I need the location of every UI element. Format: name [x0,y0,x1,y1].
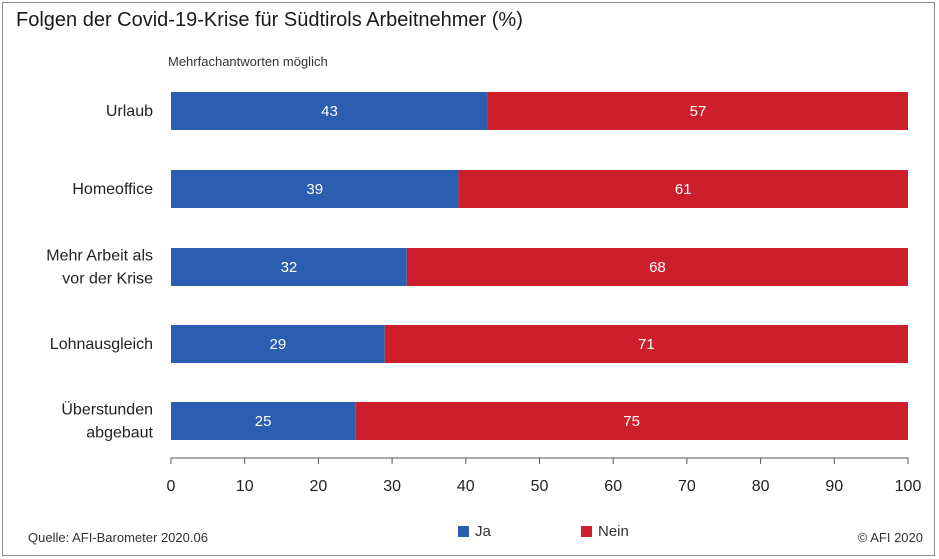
category-label-2-1: vor der Krise [62,271,153,288]
category-label-1-0: Homeoffice [72,181,153,198]
x-tick-label-2: 20 [310,478,328,495]
bar-nein-1 [458,170,908,208]
data-label-ja-4: 25 [255,413,272,430]
bar-ja-0 [171,92,488,130]
legend-label-ja: Ja [475,523,491,540]
category-label-4-0: Überstunden [61,401,153,419]
x-tick-label-5: 50 [531,478,549,495]
data-label-nein-4: 75 [623,413,640,430]
chart-title: Folgen der Covid-19-Krise für Südtirols … [16,9,523,31]
bar-ja-4 [171,402,356,440]
data-label-nein-1: 61 [675,181,692,198]
data-label-nein-3: 71 [638,336,655,353]
x-tick-label-7: 70 [678,478,696,495]
category-label-2-0: Mehr Arbeit als [46,248,153,265]
data-label-ja-3: 29 [270,336,287,353]
data-label-ja-0: 43 [321,103,338,120]
bar-nein-2 [406,248,908,286]
chart-subtitle: Mehrfachantworten möglich [168,54,328,69]
x-tick-label-6: 60 [604,478,622,495]
x-tick-label-10: 100 [895,478,922,495]
category-label-0-0: Urlaub [106,103,153,120]
bar-nein-4 [355,402,908,440]
bar-ja-3 [171,325,385,363]
data-label-nein-0: 57 [690,103,707,120]
copyright-note: © AFI 2020 [857,530,923,545]
legend-item-ja: Ja [458,523,491,540]
x-tick-label-4: 40 [457,478,475,495]
bar-ja-1 [171,170,459,208]
x-tick-label-9: 90 [825,478,843,495]
data-label-ja-1: 39 [306,181,323,198]
bar-nein-0 [487,92,908,130]
bar-ja-2 [171,248,407,286]
legend-swatch-ja [458,526,469,537]
data-label-nein-2: 68 [649,259,666,276]
category-label-3-0: Lohnausgleich [50,336,153,353]
legend-swatch-nein [581,526,592,537]
legend-item-nein: Nein [581,523,629,540]
x-tick-label-8: 80 [752,478,770,495]
source-note: Quelle: AFI-Barometer 2020.06 [28,530,208,545]
data-label-ja-2: 32 [281,259,298,276]
x-tick-label-3: 30 [383,478,401,495]
x-tick-label-0: 0 [167,478,176,495]
x-tick-label-1: 10 [236,478,254,495]
bar-nein-3 [384,325,909,363]
legend-label-nein: Nein [598,523,629,540]
category-label-4-1: abgebaut [86,425,153,442]
